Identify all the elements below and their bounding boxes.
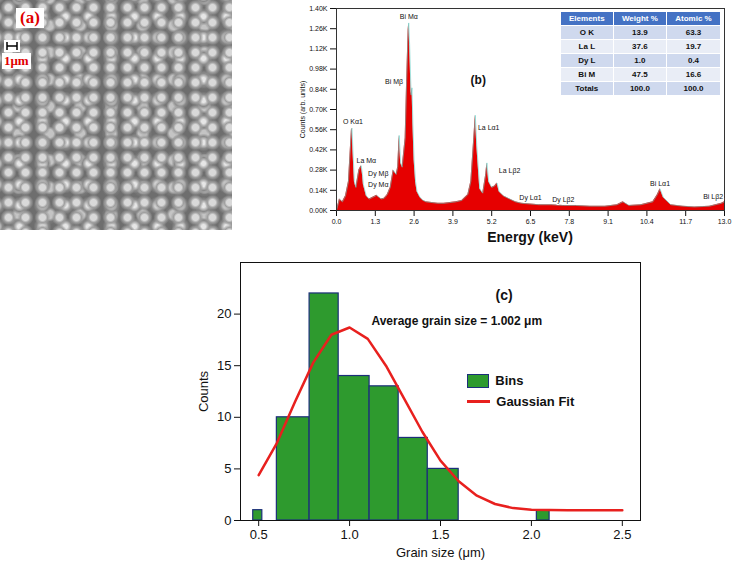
svg-text:0.56K: 0.56K	[309, 126, 328, 133]
svg-text:5: 5	[224, 461, 231, 476]
svg-text:Average grain size = 1.002 μm: Average grain size = 1.002 μm	[371, 314, 542, 328]
svg-text:9.1: 9.1	[603, 218, 613, 225]
html-text:Bi M: Bi M	[578, 69, 596, 79]
html-text:Energy (keV): Energy (keV)	[487, 229, 573, 245]
svg-text:Dy Mα: Dy Mα	[368, 181, 388, 189]
svg-text:15: 15	[217, 358, 231, 373]
svg-text:Bi Mβ: Bi Mβ	[385, 78, 403, 86]
svg-text:1.40K: 1.40K	[309, 5, 328, 12]
html-text:La L: La L	[578, 41, 595, 51]
html-text:19.7: 19.7	[685, 41, 702, 51]
svg-text:0.84K: 0.84K	[309, 86, 328, 93]
svg-text:0.00K: 0.00K	[309, 207, 328, 214]
svg-text:1.0: 1.0	[341, 527, 359, 542]
svg-text:10: 10	[217, 409, 231, 424]
html-text:Weight %: Weight %	[622, 13, 658, 23]
html-text:O K: O K	[579, 27, 594, 37]
svg-text:20: 20	[217, 306, 231, 321]
html-text:1μm: 1μm	[4, 53, 29, 68]
html-text:63.3: 63.3	[685, 27, 702, 37]
svg-text:1.3: 1.3	[370, 218, 380, 225]
svg-text:Counts (arb. units): Counts (arb. units)	[299, 81, 307, 139]
svg-text:Bi Lα1: Bi Lα1	[650, 180, 670, 187]
svg-text:1.26K: 1.26K	[309, 25, 328, 32]
html-text:Dy L: Dy L	[578, 55, 596, 65]
svg-text:Bi Lβ2: Bi Lβ2	[703, 193, 723, 201]
svg-text:2.5: 2.5	[613, 527, 631, 542]
html-text:Atomic %: Atomic %	[675, 13, 712, 23]
svg-text:7.8: 7.8	[564, 218, 574, 225]
svg-text:0.5: 0.5	[250, 527, 268, 542]
svg-text:2.0: 2.0	[522, 527, 540, 542]
svg-text:Dy Mβ: Dy Mβ	[368, 170, 388, 178]
svg-text:0.70K: 0.70K	[309, 106, 328, 113]
svg-text:3.9: 3.9	[448, 218, 458, 225]
svg-text:0.98K: 0.98K	[309, 65, 328, 72]
html-text:Gaussian Fit: Gaussian Fit	[496, 393, 575, 409]
html-text:16.6: 16.6	[685, 69, 702, 79]
html-text:Elements: Elements	[569, 13, 605, 23]
svg-text:13.0: 13.0	[718, 218, 732, 225]
html-text:13.9: 13.9	[632, 27, 648, 37]
svg-text:11.7: 11.7	[679, 218, 692, 225]
svg-text:O Kα1: O Kα1	[343, 118, 363, 125]
svg-text:5.2: 5.2	[487, 218, 497, 225]
svg-text:0.14K: 0.14K	[309, 187, 328, 194]
svg-text:Grain size (μm): Grain size (μm)	[396, 545, 485, 560]
html-text:Bins: Bins	[495, 372, 524, 388]
html-text:Totals: Totals	[575, 83, 599, 93]
svg-text:1.5: 1.5	[431, 527, 449, 542]
svg-text:0.28K: 0.28K	[309, 166, 328, 173]
svg-text:Dy Lα1: Dy Lα1	[519, 194, 541, 202]
svg-text:La Lα1: La Lα1	[478, 124, 500, 131]
html-text:(a): (a)	[20, 8, 40, 27]
svg-text:Dy Lβ2: Dy Lβ2	[552, 196, 574, 204]
svg-text:0.42K: 0.42K	[309, 146, 328, 153]
svg-text:La Mα: La Mα	[357, 157, 377, 164]
html-text:1.0: 1.0	[634, 55, 646, 65]
svg-text:6.5: 6.5	[526, 218, 536, 225]
svg-text:1.12K: 1.12K	[309, 45, 328, 52]
svg-text:(c): (c)	[496, 287, 513, 303]
html-text:100.0: 100.0	[683, 83, 704, 93]
svg-text:10.4: 10.4	[640, 218, 654, 225]
svg-text:Counts: Counts	[196, 370, 211, 412]
svg-text:0: 0	[224, 513, 231, 528]
html-text:47.5: 47.5	[632, 69, 648, 79]
html-text:0.4: 0.4	[687, 55, 700, 65]
svg-text:Bi Mα: Bi Mα	[400, 13, 418, 20]
svg-text:La Lβ2: La Lβ2	[499, 167, 521, 175]
html-text:100.0: 100.0	[629, 83, 650, 93]
svg-text:0.0: 0.0	[332, 218, 342, 225]
svg-text:(b): (b)	[471, 73, 486, 87]
svg-text:2.6: 2.6	[409, 218, 419, 225]
html-text:37.6: 37.6	[632, 41, 648, 51]
